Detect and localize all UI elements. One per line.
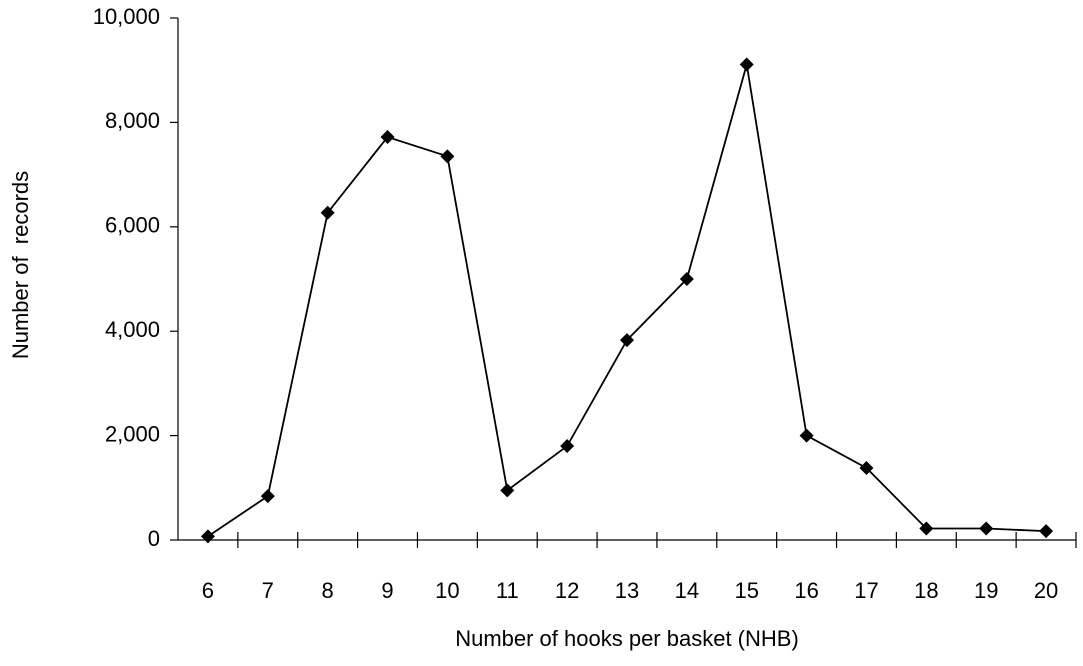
x-tick-label: 11: [496, 578, 519, 603]
marker: [560, 439, 575, 454]
x-axis-title: Number of hooks per basket (NHB): [455, 626, 799, 651]
x-tick-label: 16: [794, 578, 818, 603]
x-tick-label: 18: [914, 578, 938, 603]
y-tick-label: 6,000: [105, 213, 160, 238]
marker: [380, 130, 395, 145]
marker: [200, 529, 215, 544]
x-tick-label: 14: [675, 578, 699, 603]
marker: [799, 428, 814, 443]
x-tick-label: 19: [974, 578, 998, 603]
marker: [620, 333, 634, 348]
y-tick-label: 2,000: [105, 421, 160, 446]
marker: [679, 272, 694, 286]
marker: [979, 521, 994, 536]
y-tick-label: 8,000: [105, 108, 160, 133]
y-axis-title: Number of records: [8, 171, 33, 359]
x-tick-label: 12: [555, 578, 579, 603]
x-tick-label: 7: [262, 578, 274, 603]
marker: [1039, 524, 1054, 539]
y-tick-label: 4,000: [105, 317, 160, 342]
marker: [500, 483, 515, 498]
line: [207, 64, 1047, 538]
x-tick-label: 13: [615, 578, 639, 603]
x-tick-label: 6: [202, 578, 214, 603]
x-tick-label: 9: [381, 578, 393, 603]
x-tick-label: 10: [435, 578, 459, 603]
marker: [739, 57, 754, 72]
x-tick-label: 17: [854, 578, 878, 603]
marker: [440, 149, 455, 164]
x-tick-label: 15: [734, 578, 758, 603]
marker: [859, 460, 874, 475]
x-tick-label: 20: [1034, 578, 1058, 603]
x-tick-label: 8: [322, 578, 334, 603]
marker: [260, 489, 275, 504]
y-tick-label: 0: [148, 526, 160, 551]
marker: [919, 521, 934, 536]
y-tick-label: 10,000: [93, 4, 160, 29]
marker: [320, 205, 335, 220]
